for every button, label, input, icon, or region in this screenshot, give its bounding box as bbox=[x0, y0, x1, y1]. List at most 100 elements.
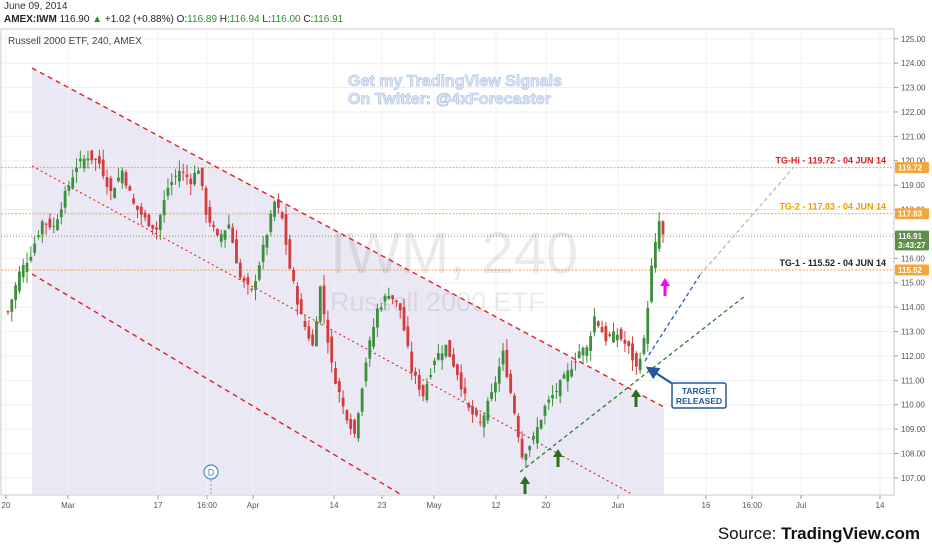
price-tag-box bbox=[895, 230, 929, 242]
close-value: 116.91 bbox=[313, 14, 344, 25]
price-axis: 107.00 108.00 109.00 110.00 111.00 112.00 113.… bbox=[894, 35, 926, 483]
y-tick-label: 111.00 bbox=[901, 376, 925, 385]
price-tag-box bbox=[895, 208, 929, 220]
candle-body bbox=[276, 199, 280, 208]
candle-body bbox=[543, 405, 547, 416]
candle-body bbox=[482, 415, 486, 428]
candle-body bbox=[330, 336, 334, 363]
y-tick-label: 107.00 bbox=[901, 474, 926, 483]
candle-body bbox=[120, 170, 124, 184]
y-tick-label: 115.00 bbox=[901, 279, 925, 288]
grid bbox=[1, 29, 894, 495]
candle-body bbox=[139, 206, 143, 215]
candle-body bbox=[219, 234, 223, 242]
candle-body bbox=[581, 347, 585, 356]
candle-body bbox=[246, 277, 250, 285]
candle-body bbox=[216, 229, 219, 236]
candle-body bbox=[170, 181, 174, 186]
candle-body bbox=[208, 207, 212, 223]
candle-body bbox=[257, 265, 261, 280]
promo-line-1: Get my TradingView Signals bbox=[348, 73, 562, 90]
candle-body bbox=[284, 214, 288, 245]
green-up-arrow-icon bbox=[553, 449, 563, 467]
candle-body bbox=[124, 172, 128, 186]
candle-body bbox=[478, 421, 482, 423]
y-tick-label: 123.00 bbox=[901, 84, 926, 93]
candle-body bbox=[463, 387, 467, 394]
candle-body bbox=[608, 334, 612, 336]
high-label: H: bbox=[219, 14, 230, 25]
candle-body bbox=[212, 224, 216, 227]
candle-body bbox=[52, 225, 56, 227]
candle-body bbox=[429, 374, 433, 377]
candle-body bbox=[364, 362, 368, 382]
event-marker[interactable]: D bbox=[203, 464, 219, 494]
y-tick-label: 122.00 bbox=[901, 108, 926, 117]
x-tick-label: 12 bbox=[492, 501, 501, 510]
candle-body bbox=[433, 360, 436, 366]
chart-date: June 09, 2014 bbox=[4, 1, 68, 12]
candle-body bbox=[242, 277, 246, 281]
price-tag-box bbox=[895, 264, 929, 276]
y-tick-label: 120.00 bbox=[901, 157, 926, 166]
candle-body bbox=[596, 321, 600, 327]
candle-body bbox=[105, 177, 109, 187]
time-axis: 20 Mar 17 16:00 Apr 14 23 May 12 20 Jun 16 16:00 Jul 1… bbox=[2, 495, 885, 510]
candle-body bbox=[86, 158, 90, 161]
candle-body bbox=[341, 397, 345, 407]
candle-body bbox=[459, 372, 463, 390]
target-label: TG-Hi - 119.72 - 04 JUN 14 bbox=[775, 156, 886, 166]
candle-body bbox=[349, 419, 353, 429]
candle-body bbox=[516, 416, 520, 438]
target-label: TG-1 - 115.52 - 04 JUN 14 bbox=[779, 258, 886, 268]
y-tick-label: 119.00 bbox=[901, 181, 925, 190]
x-tick-label: 16:00 bbox=[197, 501, 218, 510]
candle-body bbox=[619, 328, 623, 340]
candle-body bbox=[181, 171, 185, 173]
close-label: C: bbox=[303, 14, 314, 25]
candle-body bbox=[67, 185, 71, 191]
price-chart[interactable]: IWM, 240 Russell 2000 ETF TG-Hi - 119.72… bbox=[0, 28, 932, 522]
candle-body bbox=[353, 419, 356, 434]
y-tick-label: 113.00 bbox=[901, 328, 925, 337]
candle-body bbox=[25, 262, 29, 272]
x-tick-label: 14 bbox=[330, 501, 339, 510]
candle-body bbox=[158, 214, 162, 231]
x-tick-label: 16 bbox=[702, 501, 711, 510]
candle-body bbox=[535, 427, 539, 444]
price-tag-label: 117.83 bbox=[898, 210, 923, 219]
candle-body bbox=[44, 223, 48, 225]
green-up-arrow-icon bbox=[631, 389, 641, 407]
candle-body bbox=[585, 347, 589, 356]
candle-body bbox=[490, 392, 494, 399]
candle-body bbox=[33, 243, 37, 253]
candle-body bbox=[410, 351, 414, 373]
candle-body bbox=[513, 395, 516, 414]
x-tick-label: Jun bbox=[612, 501, 625, 510]
candle-body bbox=[337, 381, 341, 393]
candle-body bbox=[471, 406, 474, 415]
x-tick-label: May bbox=[426, 501, 441, 510]
candle-body bbox=[501, 350, 505, 365]
price-tags: 119.72 117.83 116.913:43:27 115.52 bbox=[895, 162, 929, 276]
candle-body bbox=[391, 295, 395, 300]
y-tick-label: 109.00 bbox=[901, 425, 926, 434]
candle-body bbox=[558, 380, 562, 397]
candle-body bbox=[402, 307, 406, 331]
candle-body bbox=[345, 410, 349, 421]
target-callout: TARGET RELEASED bbox=[645, 366, 727, 409]
price-tag-box bbox=[895, 162, 929, 174]
candle-body bbox=[631, 343, 634, 361]
candle-body bbox=[532, 435, 535, 440]
candle-body bbox=[37, 235, 40, 237]
candle-body bbox=[254, 281, 257, 290]
candle-body bbox=[387, 295, 391, 299]
x-tick-label: 16:00 bbox=[742, 501, 763, 510]
candle-body bbox=[421, 385, 425, 397]
candle-body bbox=[75, 167, 78, 173]
candle-body bbox=[509, 373, 513, 393]
candle-body bbox=[151, 224, 155, 229]
x-tick-label: 17 bbox=[154, 501, 163, 510]
y-tick-label: 125.00 bbox=[901, 35, 926, 44]
candle-body bbox=[547, 399, 551, 403]
